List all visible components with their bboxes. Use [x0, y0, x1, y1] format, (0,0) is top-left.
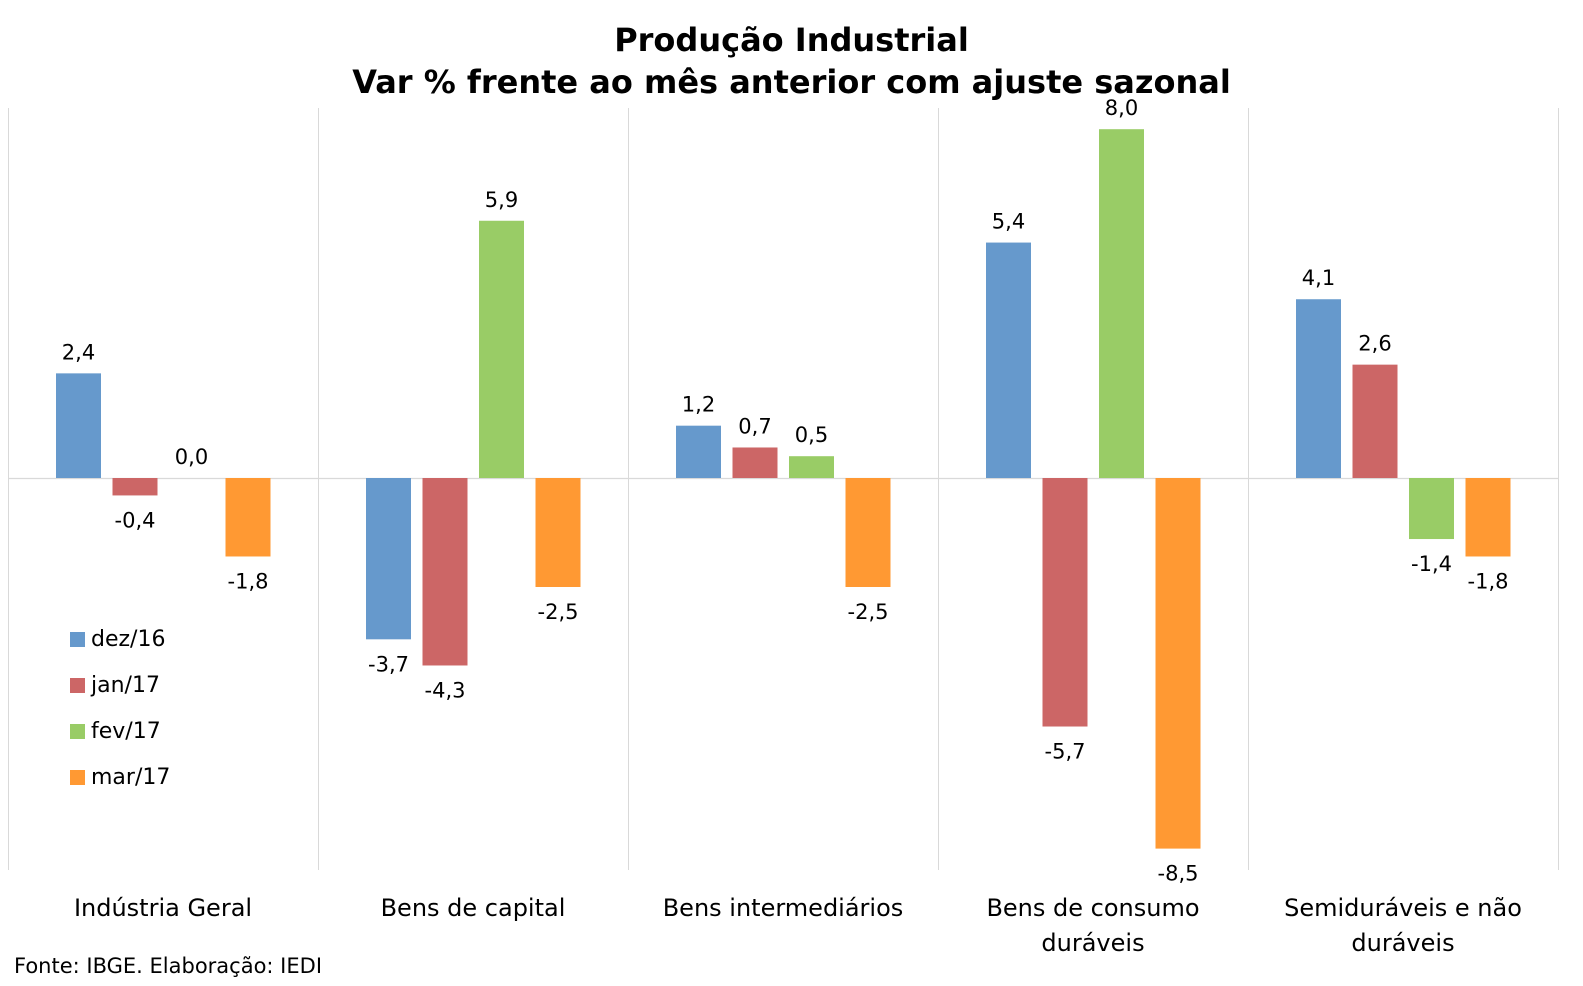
data-label: 5,9 [485, 188, 518, 212]
category-label: Indústria Geral [74, 894, 252, 922]
legend-swatch-jan17 [70, 678, 85, 693]
chart-title: Produção Industrial [614, 21, 969, 59]
legend-swatch-fev17 [70, 724, 85, 739]
data-label: 4,1 [1302, 266, 1335, 290]
bar [422, 478, 468, 666]
bar [845, 478, 891, 587]
data-label: 1,2 [682, 393, 715, 417]
bar [1409, 478, 1454, 540]
category-label: duráveis [1351, 929, 1454, 957]
source-note: Fonte: IBGE. Elaboração: IEDI [14, 954, 323, 978]
data-label: 0,5 [795, 423, 828, 447]
data-label: -8,5 [1158, 862, 1199, 886]
data-label: -2,5 [848, 600, 889, 624]
legend-label-fev17: fev/17 [91, 719, 161, 744]
data-label: -1,8 [228, 569, 269, 593]
bar [676, 425, 721, 478]
legend-label-dez16: dez/16 [91, 627, 166, 652]
legend-swatch-dez16 [70, 632, 85, 647]
bar [1465, 478, 1511, 557]
data-label: 8,0 [1105, 96, 1138, 120]
category-label: Semiduráveis e não [1284, 894, 1522, 922]
bar [112, 478, 158, 496]
data-label: 2,6 [1358, 332, 1391, 356]
bar [1099, 129, 1144, 478]
bar [1042, 478, 1088, 727]
data-label: -0,4 [115, 508, 156, 532]
bar [986, 242, 1031, 478]
bar [479, 220, 524, 478]
chart-subtitle: Var % frente ao mês anterior com ajuste … [352, 63, 1231, 101]
data-label: 2,4 [62, 340, 95, 364]
data-label: -3,7 [368, 652, 409, 676]
bar [56, 373, 101, 478]
legend-swatch-mar17 [70, 770, 85, 785]
category-label: duráveis [1041, 929, 1144, 957]
data-label: -4,3 [425, 678, 466, 702]
data-label: -2,5 [538, 600, 579, 624]
bar [789, 456, 834, 478]
data-label: 0,7 [738, 414, 771, 438]
category-label: Bens de capital [381, 894, 566, 922]
category-label: Bens intermediários [663, 894, 904, 922]
data-label: -1,8 [1468, 569, 1509, 593]
legend-label-mar17: mar/17 [91, 765, 171, 790]
bar [732, 447, 778, 478]
bar [1155, 478, 1201, 849]
bar [1352, 364, 1398, 478]
data-label: -1,4 [1411, 552, 1452, 576]
bar [366, 478, 411, 640]
bar [1296, 299, 1341, 478]
bar [535, 478, 581, 587]
data-label: 5,4 [992, 210, 1025, 234]
data-label: 0,0 [175, 445, 208, 469]
category-label: Bens de consumo [986, 894, 1199, 922]
legend-label-jan17: jan/17 [91, 673, 160, 698]
data-label: -5,7 [1045, 740, 1086, 764]
bar [225, 478, 271, 557]
